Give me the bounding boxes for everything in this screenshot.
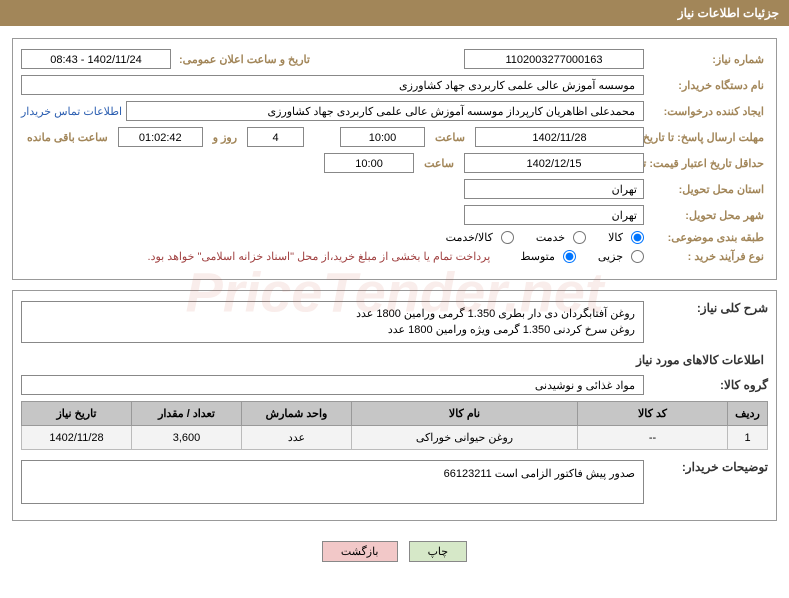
need-no-value: 1102003277000163	[464, 49, 644, 69]
remaining-label: ساعت باقی مانده	[21, 131, 114, 144]
requester-value: محمدعلی اظاهریان کارپرداز موسسه آموزش عا…	[126, 101, 644, 121]
group-label: گروه کالا:	[648, 378, 768, 392]
details-fieldset: شرح کلی نیاز: روغن آفتابگردان دی دار بطر…	[12, 290, 777, 521]
buyer-org-value: موسسه آموزش عالی علمی کاربردی جهاد کشاور…	[21, 75, 644, 95]
radio-partial[interactable]	[631, 250, 644, 263]
group-value: مواد غذائی و نوشیدنی	[21, 375, 644, 395]
table-header-row: ردیف کد کالا نام کالا واحد شمارش تعداد /…	[22, 402, 768, 426]
radio-medium[interactable]	[563, 250, 576, 263]
process-label: نوع فرآیند خرید :	[648, 250, 768, 263]
announce-label: تاریخ و ساعت اعلان عمومی:	[175, 53, 314, 66]
time-label-1: ساعت	[429, 131, 471, 144]
radio-medium-label: متوسط	[520, 250, 555, 263]
desc-line2: روغن سرخ کردنی 1.350 گرمی ویژه ورامین 18…	[30, 322, 635, 338]
days-remaining: 4	[247, 127, 304, 147]
buyer-notes-label: توضیحات خریدار:	[648, 460, 768, 474]
time-label-2: ساعت	[418, 157, 460, 170]
buyer-notes-box: صدور پیش فاکتور الزامی است 66123211	[21, 460, 644, 504]
category-label: طبقه بندی موضوعی:	[648, 231, 768, 244]
buyer-org-label: نام دستگاه خریدار:	[648, 79, 768, 92]
cell-qty: 3,600	[132, 426, 242, 450]
validity-label: حداقل تاریخ اعتبار قیمت: تا تاریخ:	[648, 157, 768, 170]
contact-link[interactable]: اطلاعات تماس خریدار	[21, 105, 122, 118]
validity-date: 1402/12/15	[464, 153, 644, 173]
province-label: استان محل تحویل:	[648, 183, 768, 196]
countdown: 01:02:42	[118, 127, 203, 147]
announce-value: 1402/11/24 - 08:43	[21, 49, 171, 69]
cell-row: 1	[728, 426, 768, 450]
th-row: ردیف	[728, 402, 768, 426]
cell-unit: عدد	[242, 426, 352, 450]
radio-goods[interactable]	[631, 231, 644, 244]
payment-note: پرداخت تمام یا بخشی از مبلغ خرید،از محل …	[148, 250, 499, 263]
radio-both[interactable]	[501, 231, 514, 244]
desc-label: شرح کلی نیاز:	[648, 301, 768, 315]
category-radios: کالا خدمت کالا/خدمت	[428, 231, 644, 244]
deadline-date: 1402/11/28	[475, 127, 644, 147]
print-button[interactable]: چاپ	[409, 541, 468, 562]
main-fieldset: شماره نیاز: 1102003277000163 تاریخ و ساع…	[12, 38, 777, 280]
items-table: ردیف کد کالا نام کالا واحد شمارش تعداد /…	[21, 401, 768, 450]
days-and-label: روز و	[207, 131, 243, 144]
th-name: نام کالا	[352, 402, 578, 426]
city-label: شهر محل تحویل:	[648, 209, 768, 222]
table-row: 1 -- روغن حیوانی خوراکی عدد 3,600 1402/1…	[22, 426, 768, 450]
panel-header: جزئیات اطلاعات نیاز	[0, 0, 789, 26]
cell-code: --	[578, 426, 728, 450]
content: شماره نیاز: 1102003277000163 تاریخ و ساع…	[0, 26, 789, 584]
province-value: تهران	[464, 179, 644, 199]
radio-partial-label: جزیی	[598, 250, 623, 263]
city-value: تهران	[464, 205, 644, 225]
deadline-time: 10:00	[340, 127, 425, 147]
th-unit: واحد شمارش	[242, 402, 352, 426]
th-qty: تعداد / مقدار	[132, 402, 242, 426]
back-button[interactable]: بازگشت	[322, 541, 398, 562]
items-section-title: اطلاعات کالاهای مورد نیاز	[25, 353, 764, 367]
panel-title: جزئیات اطلاعات نیاز	[678, 6, 779, 20]
button-row: چاپ بازگشت	[12, 531, 777, 572]
cell-name: روغن حیوانی خوراکی	[352, 426, 578, 450]
deadline-label: مهلت ارسال پاسخ: تا تاریخ:	[648, 131, 768, 144]
radio-both-label: کالا/خدمت	[446, 231, 493, 244]
requester-label: ایجاد کننده درخواست:	[648, 105, 768, 118]
radio-service-label: خدمت	[536, 231, 565, 244]
cell-date: 1402/11/28	[22, 426, 132, 450]
th-code: کد کالا	[578, 402, 728, 426]
th-date: تاریخ نیاز	[22, 402, 132, 426]
need-no-label: شماره نیاز:	[648, 53, 768, 66]
validity-time: 10:00	[324, 153, 414, 173]
radio-goods-label: کالا	[608, 231, 623, 244]
process-radios: جزیی متوسط	[502, 250, 644, 263]
radio-service[interactable]	[573, 231, 586, 244]
desc-box: روغن آفتابگردان دی دار بطری 1.350 گرمی و…	[21, 301, 644, 343]
desc-line1: روغن آفتابگردان دی دار بطری 1.350 گرمی و…	[30, 306, 635, 322]
